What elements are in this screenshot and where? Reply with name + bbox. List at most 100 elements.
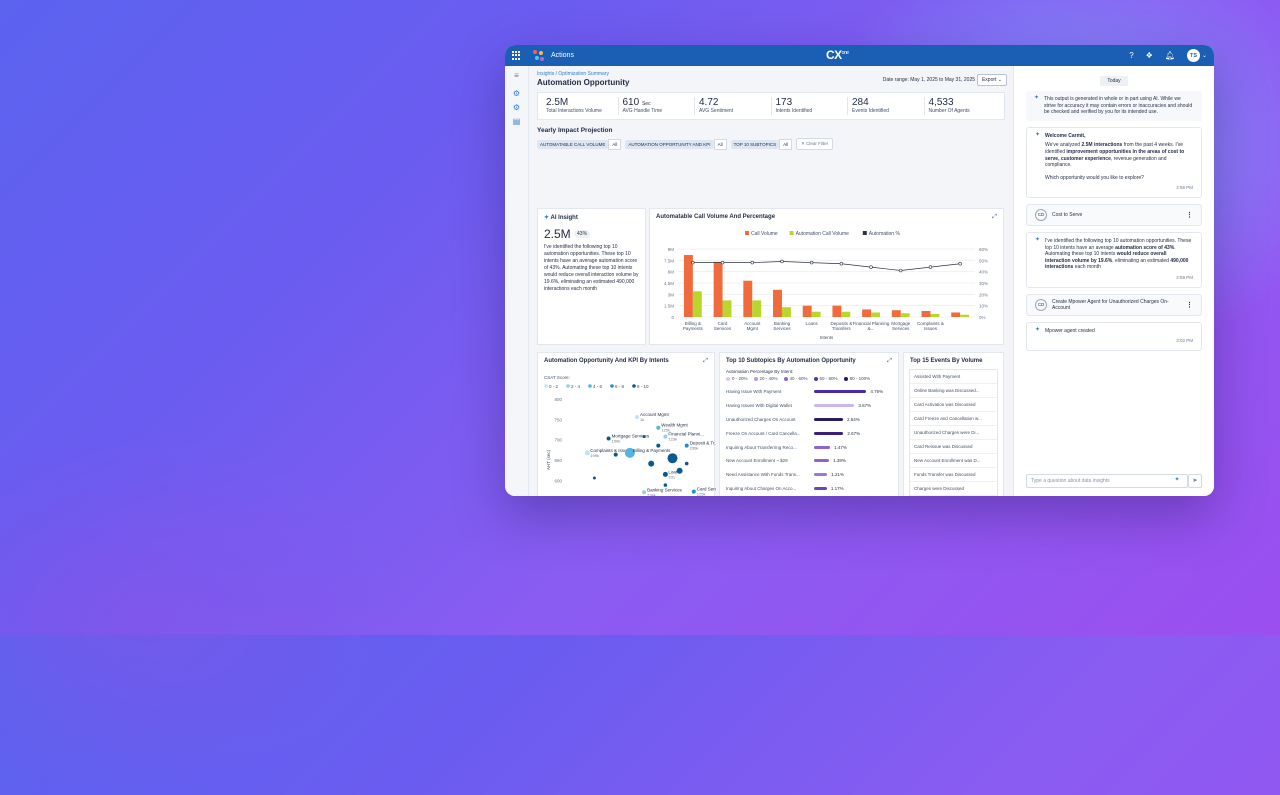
x-tick: Loans xyxy=(806,321,819,326)
subtopic-row[interactable]: Having Issues With Digital Wallet 3.67% xyxy=(726,403,872,409)
user-action-cost-to-serve[interactable]: CD Cost to Serve ⋮ xyxy=(1026,203,1202,226)
filter-kpi-select[interactable]: All xyxy=(713,138,727,150)
apps-icon[interactable]: ❖ xyxy=(1145,51,1153,60)
filter-kpi[interactable]: AUTOMATION OPPORTUNITY AND KPI xyxy=(625,139,714,149)
date-divider: Today xyxy=(1100,76,1128,86)
scatter-point[interactable] xyxy=(662,471,668,477)
scatter-point[interactable] xyxy=(663,483,668,487)
filter-call-volume[interactable]: AUTOMATABLE CALL VOLUME xyxy=(537,139,609,149)
event-row[interactable]: Assisted With Payment xyxy=(910,370,997,384)
subtopic-legend-item: 20 - 40% xyxy=(753,376,778,381)
scatter-point[interactable] xyxy=(684,443,689,448)
user-action-create-agent[interactable]: CD Create Mpower Agent for Unauthorized C… xyxy=(1026,293,1202,316)
subtopic-row[interactable]: Need Assistance With Loan Applic...0.67% xyxy=(720,495,898,496)
scatter-point[interactable] xyxy=(648,460,655,467)
brand-logo: CXone xyxy=(826,48,849,62)
y-tick: 0 xyxy=(671,315,674,320)
point-label: Complaints & Issues xyxy=(590,448,632,453)
bar-call-volume xyxy=(951,312,961,317)
chevron-down-icon[interactable]: ⌄ xyxy=(1201,53,1207,59)
csat-legend-label: 4 - 6 xyxy=(593,384,603,389)
scatter-point[interactable] xyxy=(606,436,611,441)
scatter-point[interactable] xyxy=(592,476,596,480)
event-row[interactable]: Funds Transfer was Discussed xyxy=(910,468,997,482)
scatter-point[interactable] xyxy=(691,489,696,494)
subtopics-legend: 0 - 20% 20 - 40% 40 - 60% 60 - 80% 80 - 100% xyxy=(720,376,898,381)
subtopic-row[interactable]: New Account Enrollment ~ $29 1.38% xyxy=(726,458,846,464)
help-icon[interactable]: ? xyxy=(1129,51,1134,60)
subtopic-row[interactable]: Having Issue With Payment 4.76% xyxy=(726,389,884,395)
subtopic-row[interactable]: Unauthorized Charges On Account 2.64% xyxy=(726,416,860,422)
scatter-point[interactable] xyxy=(642,490,647,495)
legend-label: Automation Call Volume xyxy=(796,231,850,237)
sparkle-icon: ✦ xyxy=(544,215,550,221)
chat-input[interactable]: Type a question about data insights xyxy=(1026,474,1188,488)
bar-call-volume xyxy=(683,255,693,317)
clear-filter-button[interactable]: ✕ Clear Filter xyxy=(796,138,834,150)
expand-icon[interactable]: ⤢ xyxy=(703,358,708,364)
scatter-point[interactable] xyxy=(584,450,590,456)
settings-icon[interactable]: ⚙ xyxy=(512,103,521,112)
csat-legend-dot xyxy=(632,384,636,388)
scatter-point[interactable] xyxy=(642,435,646,439)
event-row[interactable]: Unauthorized Charges were Di... xyxy=(910,426,997,440)
table-icon[interactable]: ▤ xyxy=(512,117,521,126)
bar-call-volume xyxy=(921,310,931,317)
event-row[interactable]: Charges were Discussed xyxy=(910,482,997,496)
scatter-point[interactable] xyxy=(676,467,683,474)
point-volume: 230k xyxy=(690,446,699,451)
sparkle-button[interactable]: ✦ xyxy=(1174,477,1180,483)
gear-icon[interactable]: ⚙ xyxy=(512,89,521,98)
bar-call-volume xyxy=(713,261,723,317)
filter-call-volume-select[interactable]: All xyxy=(608,138,622,150)
message-time: 2:58 PM xyxy=(1176,185,1193,191)
subtopic-row[interactable]: Inquiring About Transferring Reco... 1.47… xyxy=(726,444,847,450)
x-tick: Services xyxy=(892,326,910,331)
bell-icon[interactable]: 🔔︎ xyxy=(1164,51,1175,60)
x-tick: Mortgage xyxy=(891,321,911,326)
scatter-point[interactable] xyxy=(635,414,639,419)
subtopics-list: Having Issue With Payment 4.76% Having Iss… xyxy=(720,385,898,496)
x-axis-label: Intents xyxy=(820,335,834,340)
filter-subtopics[interactable]: TOP 10 SUBTOPICS xyxy=(730,139,780,149)
x-tick: Billing & xyxy=(685,321,701,326)
top-bar: Actions CXone ? ❖ 🔔︎ TS ⌄ xyxy=(505,45,1214,66)
y-tick: 750 xyxy=(554,417,562,422)
scatter-point[interactable] xyxy=(663,434,668,439)
event-row[interactable]: Card Reissue was Discussed xyxy=(910,440,997,454)
scatter-point[interactable] xyxy=(656,425,661,430)
x-tick: Services xyxy=(773,326,791,331)
scatter-point[interactable] xyxy=(624,447,635,458)
subtopic-row[interactable]: Freeze On Account / Card Cancella... 2.67… xyxy=(726,430,861,436)
avatar[interactable]: TS xyxy=(1186,49,1200,62)
send-button[interactable]: ➤ xyxy=(1188,474,1202,488)
y2-tick: 40% xyxy=(979,270,988,275)
kpi-4: 284 Events Identified xyxy=(847,97,924,115)
more-icon[interactable]: ⋮ xyxy=(1186,211,1193,219)
breadcrumb[interactable]: Insights / Optimization Summary xyxy=(537,71,609,77)
more-icon[interactable]: ⋮ xyxy=(1186,301,1193,309)
bar-automation-volume xyxy=(781,307,791,317)
scatter-point[interactable] xyxy=(684,461,689,466)
filter-subtopics-select[interactable]: All xyxy=(779,138,793,150)
expand-icon[interactable]: ⤢ xyxy=(992,214,997,220)
scatter-point[interactable] xyxy=(667,453,678,464)
scatter-point[interactable] xyxy=(656,443,661,448)
menu-icon[interactable]: ≡ xyxy=(514,71,519,80)
bar-automation-volume xyxy=(841,311,851,317)
point-volume: 125k xyxy=(697,492,706,496)
subtopic-row[interactable]: Inquiring About Charges On Acco... 1.17% xyxy=(726,485,844,491)
event-row[interactable]: Online Banking was Discussed... xyxy=(910,384,997,398)
bar-call-volume xyxy=(773,289,782,317)
app-launcher-icon[interactable] xyxy=(512,51,521,60)
scatter-point[interactable] xyxy=(613,452,618,457)
point-label: Account Mgmt xyxy=(640,412,670,417)
export-button[interactable]: Export ⌄ xyxy=(976,74,1007,86)
bar-automation-volume xyxy=(692,291,702,317)
event-row[interactable]: Card Activation was Discussed xyxy=(910,398,997,412)
event-row[interactable]: Card Freeze and Cancellation w... xyxy=(910,412,997,426)
events-list[interactable]: Assisted With Payment Online Banking was … xyxy=(909,369,998,496)
expand-icon[interactable]: ⤢ xyxy=(887,358,892,364)
subtopic-row[interactable]: Need Assistance With Funds Trans... 1.21% xyxy=(726,472,845,478)
event-row[interactable]: New Account Enrollment was D... xyxy=(910,454,997,468)
